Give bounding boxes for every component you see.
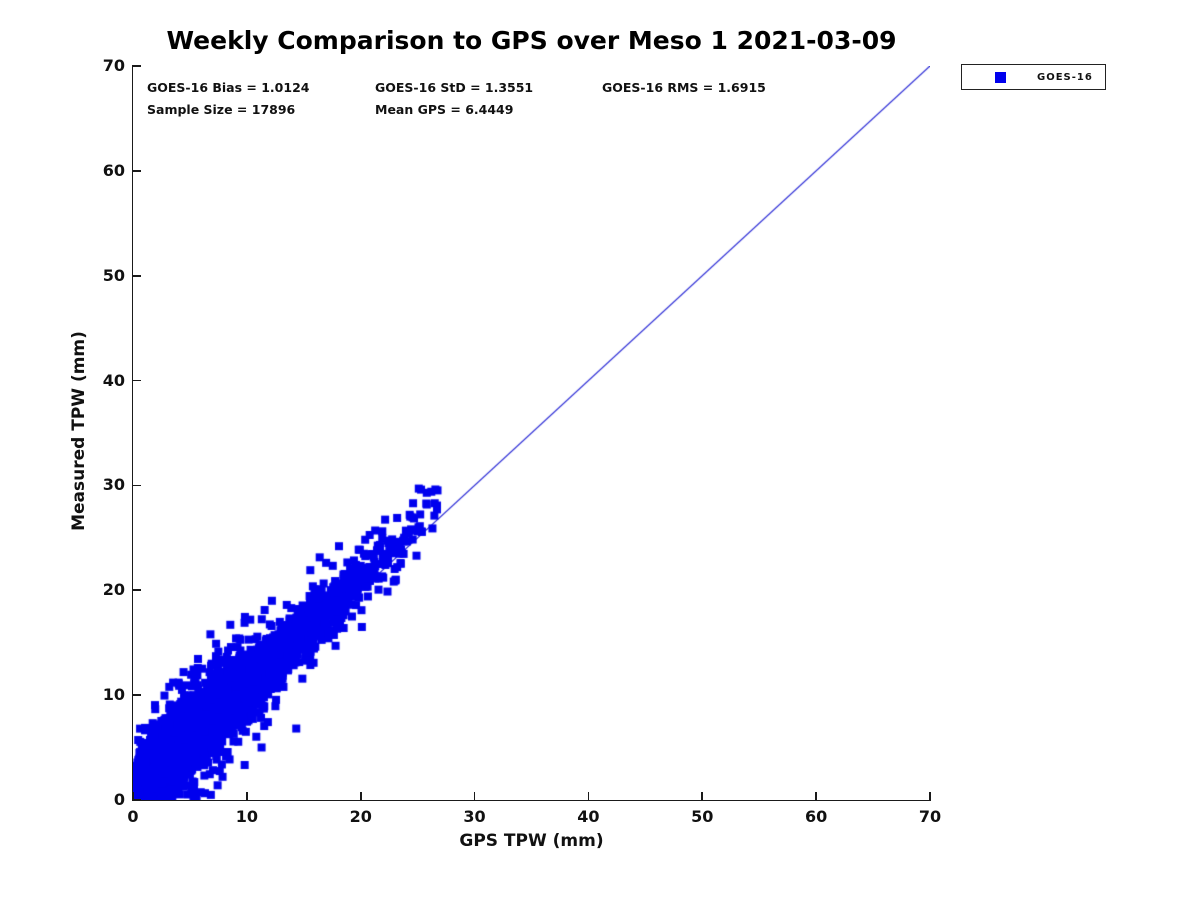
y-axis-title: Measured TPW (mm) bbox=[69, 331, 89, 531]
x-tick-label: 30 bbox=[463, 807, 486, 826]
x-tick-mark bbox=[132, 792, 134, 800]
x-tick-label: 40 bbox=[577, 807, 600, 826]
x-tick-label: 60 bbox=[805, 807, 828, 826]
legend-label: GOES-16 bbox=[1037, 71, 1093, 83]
legend-marker-square-icon bbox=[995, 71, 1006, 83]
x-tick-mark bbox=[359, 792, 362, 800]
x-tick-label: 0 bbox=[127, 807, 139, 826]
y-tick-mark bbox=[133, 274, 141, 277]
y-tick-mark bbox=[133, 694, 141, 696]
x-tick-mark bbox=[246, 792, 248, 800]
y-tick-mark bbox=[133, 799, 141, 801]
y-tick-mark bbox=[133, 170, 141, 172]
x-tick-mark bbox=[929, 792, 931, 800]
y-tick-mark bbox=[133, 379, 141, 382]
y-tick-label: 50 bbox=[102, 265, 125, 285]
y-tick-label: 40 bbox=[102, 370, 125, 390]
x-tick-label: 10 bbox=[235, 807, 258, 826]
legend: GOES-16 bbox=[961, 64, 1106, 90]
y-tick-mark bbox=[133, 65, 141, 67]
x-tick-mark bbox=[587, 792, 590, 800]
y-tick-label: 0 bbox=[113, 790, 125, 809]
x-tick-label: 70 bbox=[918, 807, 942, 826]
y-tick-label: 70 bbox=[102, 56, 125, 75]
y-tick-label: 30 bbox=[102, 475, 125, 495]
y-tick-label: 20 bbox=[102, 580, 125, 600]
x-axis-line bbox=[131, 799, 931, 802]
scatter-plot-canvas bbox=[133, 66, 930, 800]
chart-title: Weekly Comparison to GPS over Meso 1 202… bbox=[166, 26, 897, 55]
x-tick-mark bbox=[815, 792, 817, 800]
x-axis-title: GPS TPW (mm) bbox=[459, 831, 604, 851]
x-tick-mark bbox=[473, 792, 476, 800]
y-tick-mark bbox=[133, 589, 141, 592]
y-tick-mark bbox=[133, 484, 141, 487]
x-tick-label: 50 bbox=[691, 807, 714, 826]
y-axis-line bbox=[131, 65, 134, 801]
x-tick-mark bbox=[701, 792, 704, 800]
x-tick-label: 20 bbox=[349, 807, 372, 826]
y-tick-label: 60 bbox=[102, 160, 125, 180]
plot-area: 0 10 20 30 40 50 60 70 0 10 20 30 40 50 60 70 bbox=[103, 56, 941, 826]
y-tick-label: 10 bbox=[102, 685, 125, 705]
